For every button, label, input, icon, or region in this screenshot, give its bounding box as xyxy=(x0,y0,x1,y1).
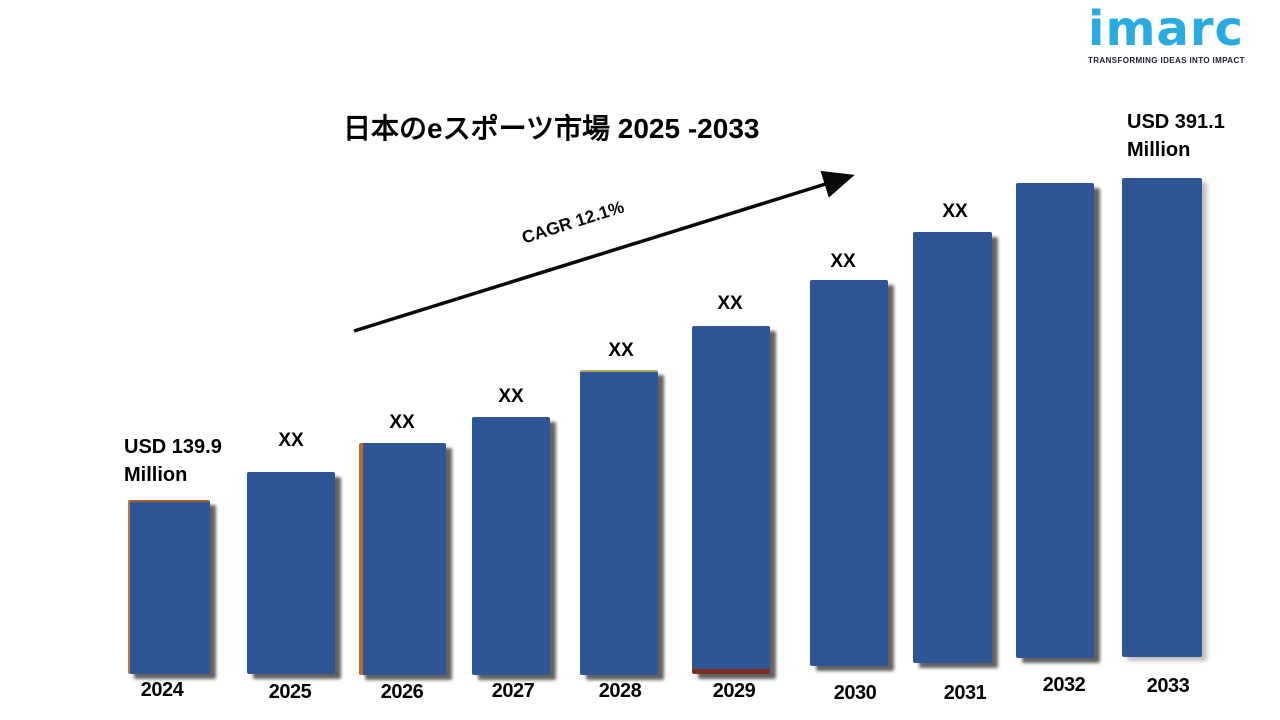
bar-2024 xyxy=(128,500,210,674)
bar-2031 xyxy=(913,232,992,663)
imarc-wordmark-text: imarc xyxy=(1088,1,1244,57)
value-label-2029: XX xyxy=(717,293,743,314)
axis-label-2025: 2025 xyxy=(268,681,312,703)
bar-2027 xyxy=(472,417,550,675)
value-label-2026: XX xyxy=(389,412,415,433)
axis-label-2024: 2024 xyxy=(140,679,184,701)
value-label-2024: USD 139.9 Million xyxy=(124,436,222,486)
imarc-logo: imarc TRANSFORMING IDEAS INTO IMPACT xyxy=(1088,1,1258,66)
bar-2029 xyxy=(692,326,770,674)
axis-label-2029: 2029 xyxy=(712,680,756,702)
axis-label-2028: 2028 xyxy=(598,680,642,702)
value-label-2028: XX xyxy=(608,340,634,361)
axis-label-2031: 2031 xyxy=(943,682,987,704)
value-label-2025: XX xyxy=(278,430,304,451)
axis-label-2032: 2032 xyxy=(1042,674,1086,696)
axis-label-2030: 2030 xyxy=(833,682,877,704)
bar-2026 xyxy=(359,443,446,675)
axis-label-2033: 2033 xyxy=(1146,675,1190,697)
imarc-tagline-text: TRANSFORMING IDEAS INTO IMPACT xyxy=(1088,56,1245,66)
bar-2030 xyxy=(810,280,888,666)
value-label-2027: XX xyxy=(498,386,524,407)
bar-2033 xyxy=(1122,178,1202,657)
axis-label-2026: 2026 xyxy=(380,681,424,703)
bar-2032 xyxy=(1016,183,1094,658)
axis-label-2027: 2027 xyxy=(491,680,535,702)
chart-title: 日本のeスポーツ市場 2025 -2033 xyxy=(343,113,760,144)
bar-2025 xyxy=(247,472,335,674)
value-label-2031: XX xyxy=(942,201,968,222)
bar-2028 xyxy=(580,370,658,675)
value-label-2033: USD 391.1 Million xyxy=(1127,111,1225,161)
value-label-2030: XX xyxy=(830,251,856,272)
cagr-trend-arrow-icon xyxy=(353,170,855,333)
